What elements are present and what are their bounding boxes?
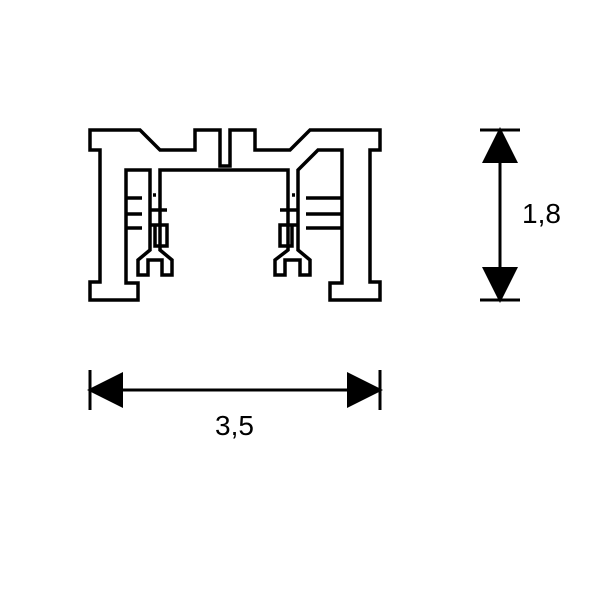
- cross-section-diagram: [0, 0, 600, 600]
- dimension-vertical: [480, 130, 520, 300]
- profile-outline: [90, 130, 380, 300]
- dimension-horizontal: [90, 370, 380, 410]
- height-dimension-label: 1,8: [522, 198, 561, 230]
- width-dimension-label: 3,5: [215, 410, 254, 442]
